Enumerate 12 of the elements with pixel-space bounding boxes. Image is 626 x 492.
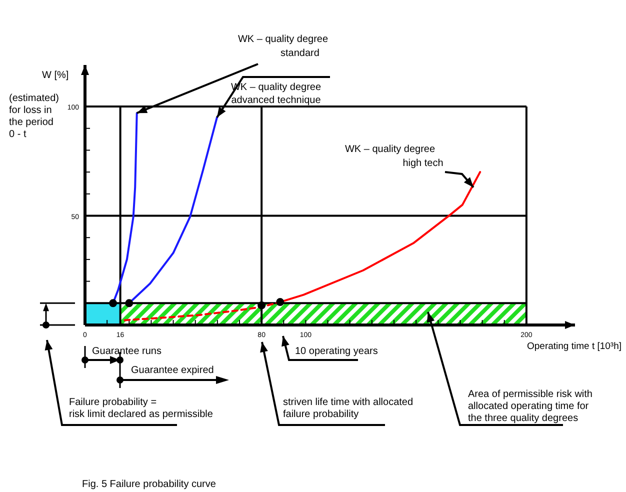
annotation: WK – quality degree high tech bbox=[344, 144, 444, 169]
text: Guarantee expired bbox=[131, 365, 214, 376]
text: Failure probability = risk limit declared as permissible bbox=[69, 397, 214, 420]
text: 10 operating years bbox=[295, 346, 378, 357]
text: Fig. 5 Failure probability curve bbox=[82, 479, 216, 490]
y-axis-title: W [%] bbox=[42, 70, 69, 81]
text: Guarantee runs bbox=[92, 346, 162, 357]
text: Area of permissible risk with allocated operating time for the three quality degrees bbox=[468, 389, 592, 424]
x-axis-title: Operating time t [10³h] bbox=[527, 341, 622, 352]
annotation: WK – quality degree standard bbox=[238, 34, 328, 59]
text: striven life time with allocated failure probability bbox=[283, 397, 414, 420]
text: (estimated) for loss in the period 0 - t bbox=[9, 93, 60, 140]
